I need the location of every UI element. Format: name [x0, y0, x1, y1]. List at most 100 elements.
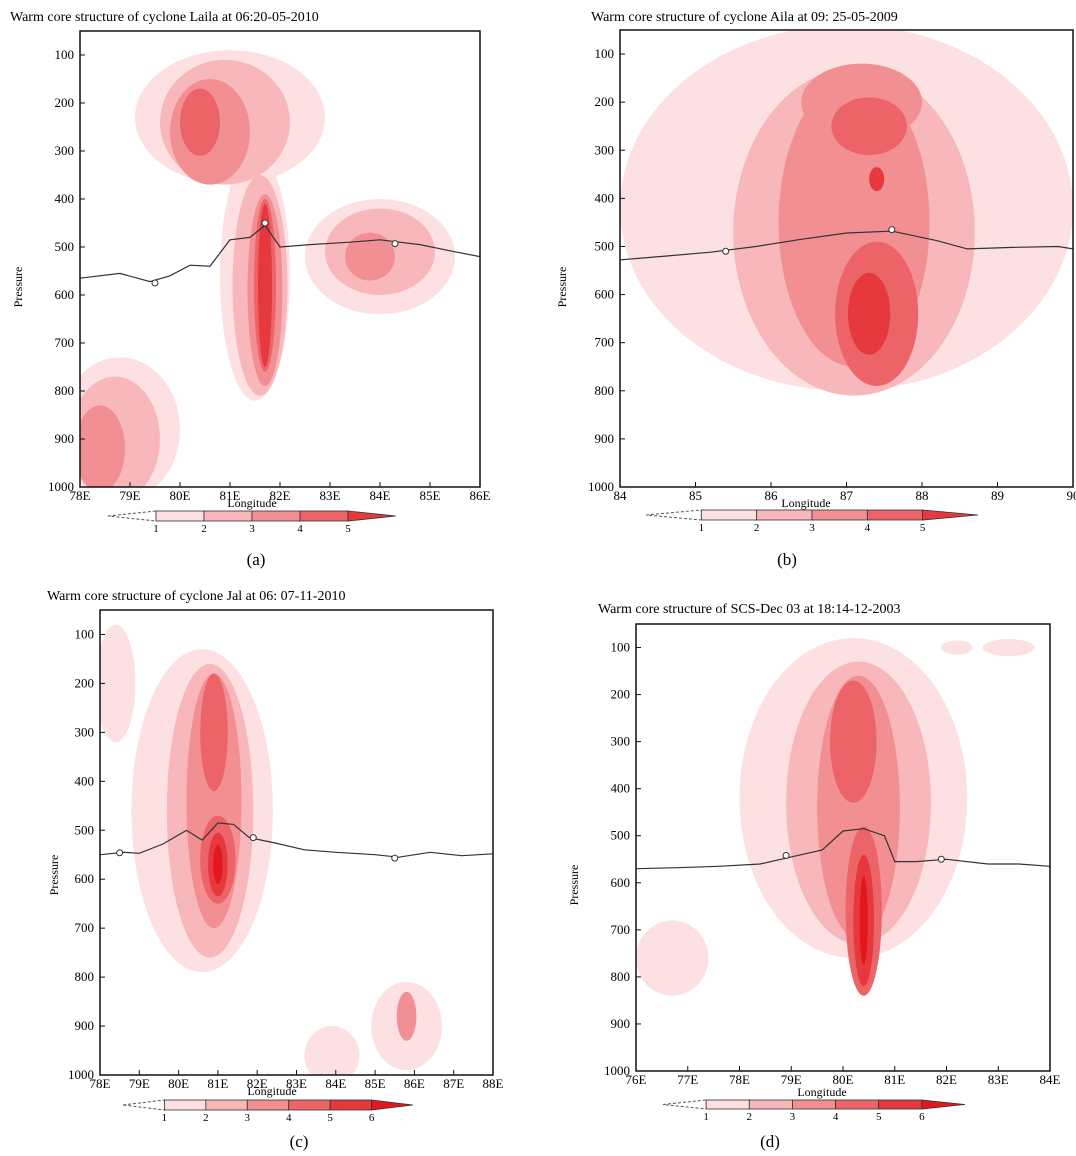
contour-label-marker — [782, 851, 790, 859]
x-tick-label: 90 — [1067, 488, 1076, 503]
warm-region-level-4 — [830, 680, 877, 803]
colorbar-low-extension — [662, 1099, 707, 1110]
warm-region-level-4 — [831, 97, 907, 156]
x-tick-label: 83E — [320, 488, 341, 503]
panel-b-xlabel: Longitude — [781, 496, 830, 510]
panel-c-ylabel: Pressure — [47, 855, 61, 896]
contour-label-marker — [888, 226, 896, 234]
x-tick-label: 78E — [70, 488, 91, 503]
y-tick-label: 100 — [595, 46, 615, 61]
warm-region-level-5 — [258, 203, 272, 367]
x-tick-label: 81E — [220, 488, 241, 503]
contour-label-marker — [937, 855, 945, 863]
contour-line — [620, 230, 1073, 261]
y-tick-label: 800 — [611, 969, 631, 984]
colorbar-low-extension — [122, 1099, 165, 1111]
y-tick-label: 700 — [595, 335, 615, 350]
warm-region-level-3 — [396, 991, 417, 1041]
colorbar-label: 1 — [699, 522, 705, 534]
contour-label-marker — [116, 849, 124, 857]
x-tick-label: 86E — [404, 1076, 425, 1091]
warm-region-level-5 — [869, 167, 885, 192]
y-tick-label: 700 — [611, 922, 631, 937]
y-tick-label: 200 — [611, 687, 631, 702]
colorbar-label: 5 — [876, 1111, 882, 1123]
colorbar-segment — [164, 1099, 207, 1111]
contour-label-marker — [261, 219, 269, 227]
y-tick-label: 1000 — [604, 1063, 630, 1078]
contour-label-marker — [249, 834, 257, 842]
panel-a-title: Warm core structure of cyclone Laila at … — [10, 10, 319, 25]
x-tick-label: 80E — [168, 1076, 189, 1091]
x-tick-label: 86E — [470, 488, 491, 503]
contour-label-marker — [722, 247, 730, 255]
y-tick-label: 600 — [55, 287, 75, 302]
colorbar-label: 2 — [747, 1111, 753, 1123]
colorbar-label: 2 — [203, 1112, 209, 1124]
x-tick-label: 82E — [247, 1076, 268, 1091]
contour-label-marker — [391, 240, 399, 248]
colorbar-label: 5 — [920, 522, 926, 534]
contour-line — [100, 822, 493, 858]
y-tick-label: 500 — [55, 239, 75, 254]
panel-d: Warm core structure of SCS-Dec 03 at 18:… — [567, 602, 1061, 1151]
y-tick-label: 900 — [75, 1018, 95, 1033]
y-tick-label: 200 — [75, 675, 95, 690]
colorbar-label: 4 — [286, 1112, 292, 1124]
colorbar-high-extension — [347, 510, 397, 522]
x-tick-label: 80E — [170, 488, 191, 503]
colorbar-segment — [288, 1099, 331, 1111]
y-tick-label: 700 — [75, 920, 95, 935]
y-tick-label: 1000 — [68, 1067, 94, 1082]
colorbar-segment — [205, 1099, 248, 1111]
x-tick-label: 76E — [626, 1072, 647, 1087]
y-tick-label: 800 — [55, 383, 75, 398]
warm-regions — [100, 624, 442, 1075]
colorbar-segment — [246, 1099, 290, 1111]
x-tick-label: 84E — [325, 1076, 346, 1091]
colorbar-segment — [792, 1099, 836, 1110]
colorbar-segment — [866, 509, 924, 521]
colorbar-label: 4 — [833, 1111, 839, 1123]
x-tick-label: 85E — [365, 1076, 386, 1091]
x-tick-label: 88 — [916, 488, 929, 503]
y-tick-label: 100 — [75, 626, 95, 641]
x-tick-label: 82E — [936, 1072, 957, 1087]
y-tick-label: 600 — [595, 287, 615, 302]
x-tick-label: 79E — [129, 1076, 150, 1091]
colorbar-segment — [329, 1099, 372, 1111]
colorbar-label: 1 — [153, 523, 159, 535]
x-tick-label: 84E — [1040, 1072, 1061, 1087]
panel-d-xlabel: Longitude — [797, 1085, 846, 1099]
x-tick-label: 83E — [988, 1072, 1009, 1087]
panel-a: Warm core structure of cyclone Laila at … — [10, 10, 491, 569]
colorbar-low-extension — [107, 510, 157, 522]
panel-a-colorbar: 1 2 3 4 5 — [107, 510, 397, 535]
colorbar-high-extension — [371, 1099, 414, 1111]
y-tick-label: 500 — [611, 828, 631, 843]
colorbar-segment — [878, 1099, 923, 1110]
colorbar-label: 6 — [369, 1112, 375, 1124]
colorbar-label: 1 — [703, 1111, 709, 1123]
panel-a-ylabel: Pressure — [11, 267, 25, 308]
warm-region-level-3 — [345, 232, 395, 281]
y-tick-label: 500 — [595, 238, 615, 253]
y-tick-label: 300 — [55, 143, 75, 158]
y-tick-label: 500 — [75, 822, 95, 837]
colorbar-label: 1 — [162, 1112, 168, 1124]
y-tick-label: 800 — [595, 383, 615, 398]
panel-a-caption: (a) — [247, 550, 266, 569]
warm-region-level-1 — [636, 920, 709, 996]
colorbar-segment — [748, 1099, 793, 1110]
panel-c-xlabel: Longitude — [247, 1084, 296, 1098]
colorbar-segment — [705, 1099, 750, 1110]
warm-region-level-3 — [80, 405, 125, 487]
colorbar-label: 3 — [809, 522, 815, 534]
y-tick-label: 200 — [595, 94, 615, 109]
x-tick-label: 85E — [420, 488, 441, 503]
colorbar-label: 3 — [790, 1111, 796, 1123]
y-tick-label: 700 — [55, 335, 75, 350]
colorbar-segment — [835, 1099, 880, 1110]
colorbar-high-extension — [921, 1099, 966, 1110]
